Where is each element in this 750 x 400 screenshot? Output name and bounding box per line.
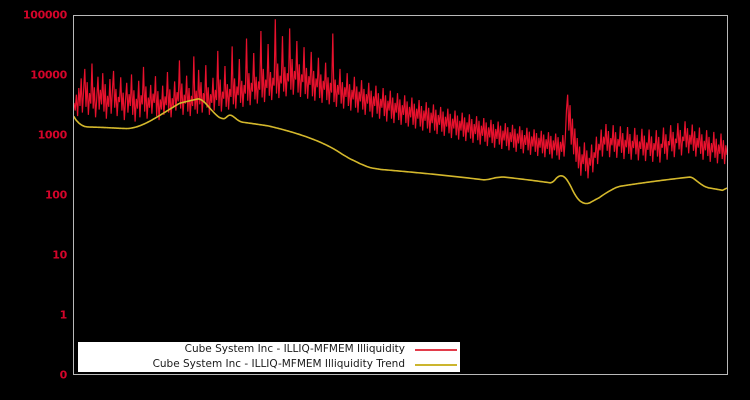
legend-swatch-illiquidity bbox=[415, 348, 457, 351]
series-canvas bbox=[74, 16, 727, 374]
y-tick-10000: 10000 bbox=[30, 68, 67, 82]
series-illiquidity-trend-line bbox=[74, 99, 727, 204]
legend-label-illiquidity: Cube System Inc - ILLIQ-MFMEM Illiquidit… bbox=[184, 343, 405, 355]
legend-label-illiquidity-trend: Cube System Inc - ILLIQ-MFMEM Illiquidit… bbox=[152, 358, 405, 370]
legend-swatch-illiquidity-trend bbox=[415, 363, 457, 366]
series-illiquidity-line bbox=[74, 19, 727, 178]
y-tick-100000: 100000 bbox=[22, 8, 67, 22]
legend-entry-illiquidity[interactable]: Cube System Inc - ILLIQ-MFMEM Illiquidit… bbox=[78, 342, 460, 357]
plot-area bbox=[73, 15, 728, 375]
y-tick-10: 10 bbox=[52, 248, 67, 262]
y-tick-100: 100 bbox=[44, 188, 67, 202]
y-tick-1: 1 bbox=[59, 308, 68, 322]
chart-legend[interactable]: Cube System Inc - ILLIQ-MFMEM Illiquidit… bbox=[78, 342, 460, 372]
y-tick-0: 0 bbox=[59, 368, 68, 382]
legend-entry-illiquidity-trend[interactable]: Cube System Inc - ILLIQ-MFMEM Illiquidit… bbox=[78, 357, 460, 372]
y-tick-1000: 1000 bbox=[37, 128, 68, 142]
